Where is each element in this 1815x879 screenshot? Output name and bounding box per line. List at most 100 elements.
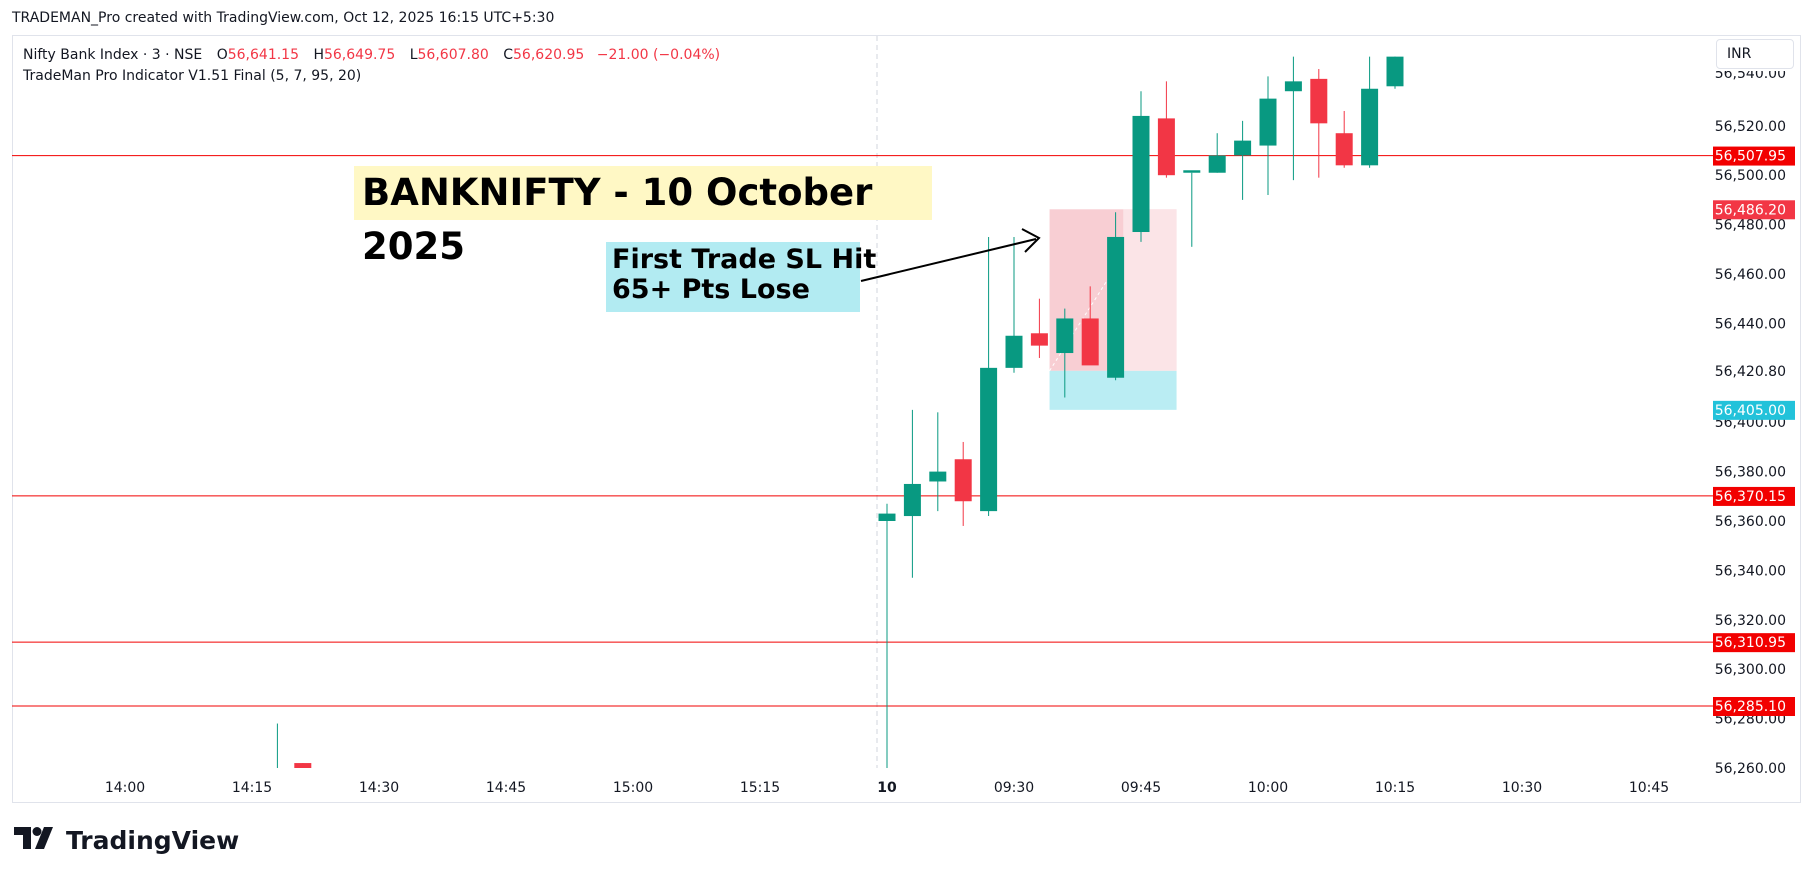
annotation-arrow-line[interactable] <box>860 238 1037 282</box>
low-label: L <box>409 47 418 63</box>
chart-caption: TRADEMAN_Pro created with TradingView.co… <box>12 10 555 26</box>
candle[interactable] <box>1386 56 1404 89</box>
candle[interactable] <box>929 412 947 512</box>
candle[interactable] <box>1284 56 1302 181</box>
candle[interactable] <box>1157 81 1175 178</box>
candle-body <box>1005 335 1023 368</box>
y-tick-label: 56,380.00 <box>1715 465 1786 481</box>
symbol-name[interactable]: Nifty Bank Index · 3 · NSE <box>23 47 203 63</box>
y-tick-label: 56,420.80 <box>1715 364 1786 380</box>
x-tick-label: 10 <box>877 780 897 796</box>
candle-body <box>1259 98 1277 146</box>
price-label-box[interactable] <box>1713 200 1795 220</box>
candle[interactable] <box>269 723 286 771</box>
candle[interactable] <box>1081 286 1099 366</box>
x-tick-label: 15:15 <box>740 780 780 796</box>
candle-body <box>954 459 972 502</box>
open-label: O <box>216 47 228 63</box>
y-tick-label: 56,320.00 <box>1715 613 1786 629</box>
candle[interactable] <box>1056 308 1074 398</box>
close-value: 56,620.95 <box>513 47 585 63</box>
candle[interactable] <box>1259 76 1277 195</box>
price-label-box[interactable] <box>1713 486 1795 506</box>
annotation-arrow-head <box>1021 228 1041 253</box>
price-label-text: 56,507.95 <box>1715 149 1786 165</box>
candle-body <box>1157 118 1175 176</box>
candle-body <box>294 763 312 768</box>
brand-name: TradingView <box>66 826 240 855</box>
high-value: 56,649.75 <box>323 47 396 63</box>
candle-body <box>1234 140 1252 156</box>
candle-body <box>1386 56 1404 87</box>
price-label-box[interactable] <box>1713 400 1795 420</box>
y-tick-label: 56,520.00 <box>1715 119 1786 135</box>
x-tick-label: 10:45 <box>1629 780 1669 796</box>
x-tick-label: 14:30 <box>359 780 399 796</box>
currency-selector[interactable]: INR <box>1716 39 1794 69</box>
loss-zone-after-exit <box>1123 209 1177 371</box>
note-line-2: 65+ Pts Lose <box>612 274 810 305</box>
candle[interactable] <box>1208 133 1226 173</box>
candle-body <box>1335 133 1353 166</box>
price-label-text: 56,310.95 <box>1715 635 1786 651</box>
candle[interactable] <box>980 236 998 517</box>
change-value: −21.00 (−0.04%) <box>596 47 721 63</box>
candle-body <box>1183 170 1201 173</box>
candle[interactable] <box>878 503 896 781</box>
candle[interactable] <box>1107 212 1125 381</box>
candle-body <box>269 768 286 770</box>
indicator-row: TradeMan Pro Indicator V1.51 Final (5, 7… <box>23 66 720 87</box>
x-tick-label: 09:45 <box>1121 780 1161 796</box>
trade-note-annotation[interactable]: First Trade SL Hit 65+ Pts Lose <box>606 242 876 312</box>
candle[interactable] <box>1361 56 1379 168</box>
x-tick-label: 10:15 <box>1375 780 1415 796</box>
candle[interactable] <box>294 763 312 775</box>
chart-frame <box>12 35 1801 803</box>
y-tick-label: 56,500.00 <box>1715 168 1786 184</box>
y-tick-label: 56,300.00 <box>1715 662 1786 678</box>
y-tick-label: 56,440.00 <box>1715 316 1786 332</box>
candle[interactable] <box>903 409 921 578</box>
candle[interactable] <box>954 441 972 526</box>
candle-body <box>1056 318 1074 354</box>
x-tick-label: 10:30 <box>1502 780 1542 796</box>
candle[interactable] <box>1132 91 1150 242</box>
low-value: 56,607.80 <box>417 47 489 63</box>
candle-body <box>1208 155 1226 173</box>
y-tick-label: 56,340.00 <box>1715 563 1786 579</box>
candle-body <box>1284 81 1302 92</box>
candle-body <box>980 367 998 512</box>
indicator-name[interactable]: TradeMan Pro Indicator V1.51 Final (5, 7… <box>23 68 362 84</box>
y-tick-label: 56,480.00 <box>1715 218 1786 234</box>
candle[interactable] <box>1335 110 1353 168</box>
tradingview-logo-icon <box>14 826 58 855</box>
price-label-box[interactable] <box>1713 633 1795 653</box>
close-label: C <box>503 47 514 63</box>
x-tick-label: 09:30 <box>994 780 1034 796</box>
candle-body <box>903 483 921 517</box>
x-tick-label: 15:00 <box>613 780 653 796</box>
candle-body <box>1107 236 1125 378</box>
candle[interactable] <box>1234 120 1252 200</box>
chart-title-annotation[interactable]: BANKNIFTY - 10 October 2025 <box>354 166 932 268</box>
high-label: H <box>313 47 324 63</box>
price-label-box[interactable] <box>1713 697 1795 717</box>
candle-body <box>1030 333 1048 346</box>
ohlc-row: Nifty Bank Index · 3 · NSE O56,641.15 H5… <box>23 45 720 66</box>
candle[interactable] <box>1030 298 1048 358</box>
y-tick-label: 56,460.00 <box>1715 267 1786 283</box>
price-label-text: 56,405.00 <box>1715 403 1786 419</box>
candle-body <box>1081 318 1099 366</box>
price-label-text: 56,285.10 <box>1715 699 1786 715</box>
x-tick-label: 14:15 <box>232 780 272 796</box>
candle[interactable] <box>1005 236 1023 373</box>
x-tick-label: 14:45 <box>486 780 526 796</box>
tradingview-logo[interactable]: TradingView <box>14 826 239 855</box>
candle[interactable] <box>1183 170 1201 247</box>
candle-body <box>1361 88 1379 166</box>
y-tick-label: 56,260.00 <box>1715 761 1786 777</box>
x-tick-label: 10:00 <box>1248 780 1288 796</box>
price-label-box[interactable] <box>1713 146 1795 166</box>
candle[interactable] <box>1310 68 1328 178</box>
